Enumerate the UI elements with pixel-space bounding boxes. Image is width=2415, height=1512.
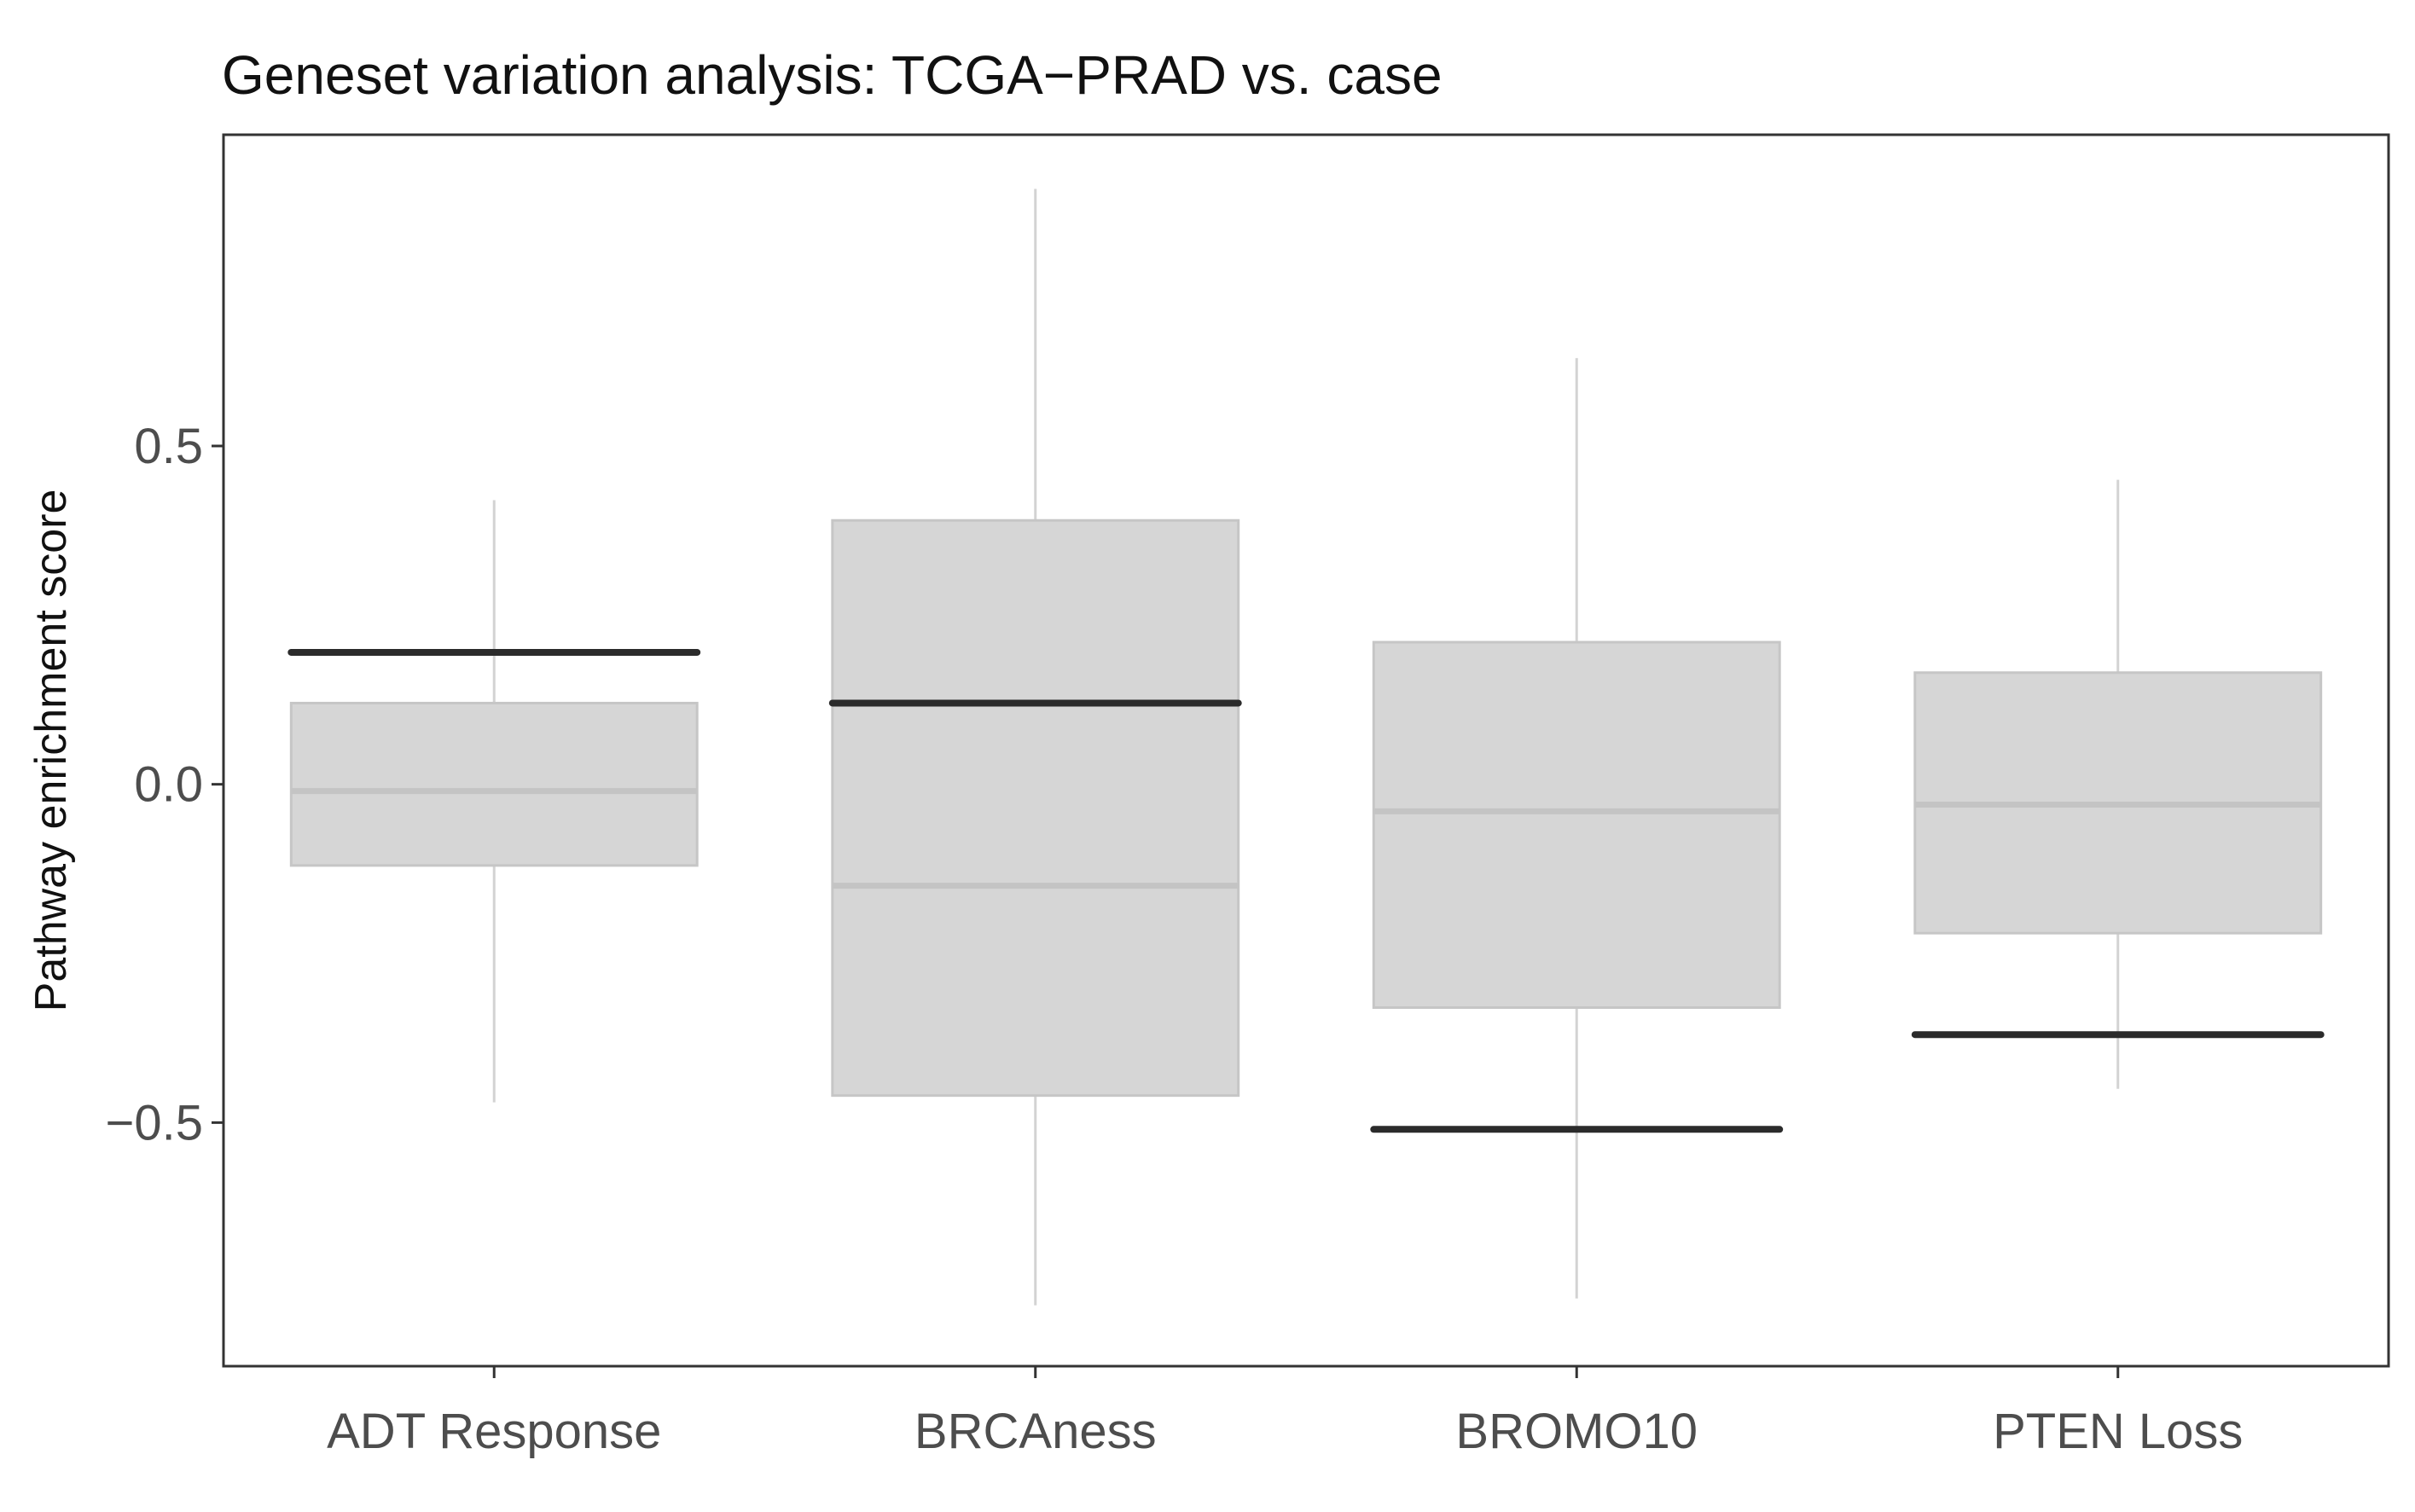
plot-area: 0.5 0.0 −0.5 ADT Response BRCAness BROMO10 PTE… xyxy=(106,133,2390,1459)
box-group xyxy=(1911,479,2325,1089)
iqr-box xyxy=(1372,640,1781,1009)
chart-title: Geneset variation analysis: TCGA−PRAD vs… xyxy=(222,44,1443,106)
y-tick-label: 0.0 xyxy=(134,757,203,813)
x-tick-label: BROMO10 xyxy=(1455,1404,1698,1459)
box-group xyxy=(1370,357,1784,1299)
y-tick-label: −0.5 xyxy=(106,1095,204,1150)
x-tick-label: BRCAness xyxy=(914,1404,1157,1459)
y-tick-label: 0.5 xyxy=(134,419,203,474)
iqr-box xyxy=(289,701,699,867)
box-group xyxy=(828,188,1242,1306)
y-axis-label: Pathway enrichment score xyxy=(26,490,76,1012)
x-tick-label: PTEN Loss xyxy=(1993,1404,2243,1459)
x-tick-label: ADT Response xyxy=(327,1404,661,1459)
iqr-box xyxy=(831,518,1240,1098)
plot-frame xyxy=(222,133,2390,1368)
box-group xyxy=(287,500,701,1103)
